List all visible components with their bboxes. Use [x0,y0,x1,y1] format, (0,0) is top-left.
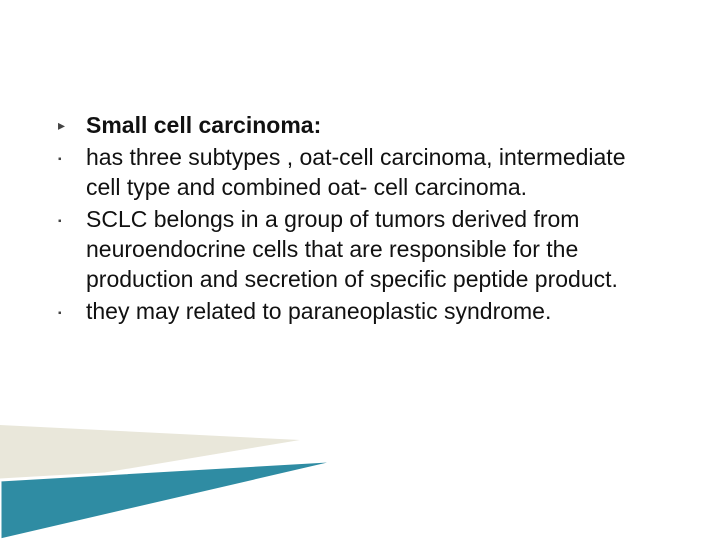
slide-content: ▸ Small cell carcinoma: ▪ has three subt… [55,110,660,331]
decor-upper-triangle [0,425,300,490]
corner-decor-icon [0,380,720,540]
bullet-row: ▪ SCLC belongs in a group of tumors deri… [55,204,660,294]
slide-title: Small cell carcinoma: [86,110,660,140]
decor-lower-triangle [0,460,345,540]
square-bullet-icon: ▪ [55,142,86,175]
title-row: ▸ Small cell carcinoma: [55,110,660,140]
bullet-text: SCLC belongs in a group of tumors derive… [86,204,660,294]
square-bullet-icon: ▪ [55,296,86,329]
bullet-row: ▪ has three subtypes , oat-cell carcinom… [55,142,660,202]
bullet-row: ▪ they may related to paraneoplastic syn… [55,296,660,329]
triangle-bullet-icon: ▸ [55,110,86,140]
bullet-text: has three subtypes , oat-cell carcinoma,… [86,142,660,202]
square-bullet-icon: ▪ [55,204,86,237]
bullet-text: they may related to paraneoplastic syndr… [86,296,660,326]
